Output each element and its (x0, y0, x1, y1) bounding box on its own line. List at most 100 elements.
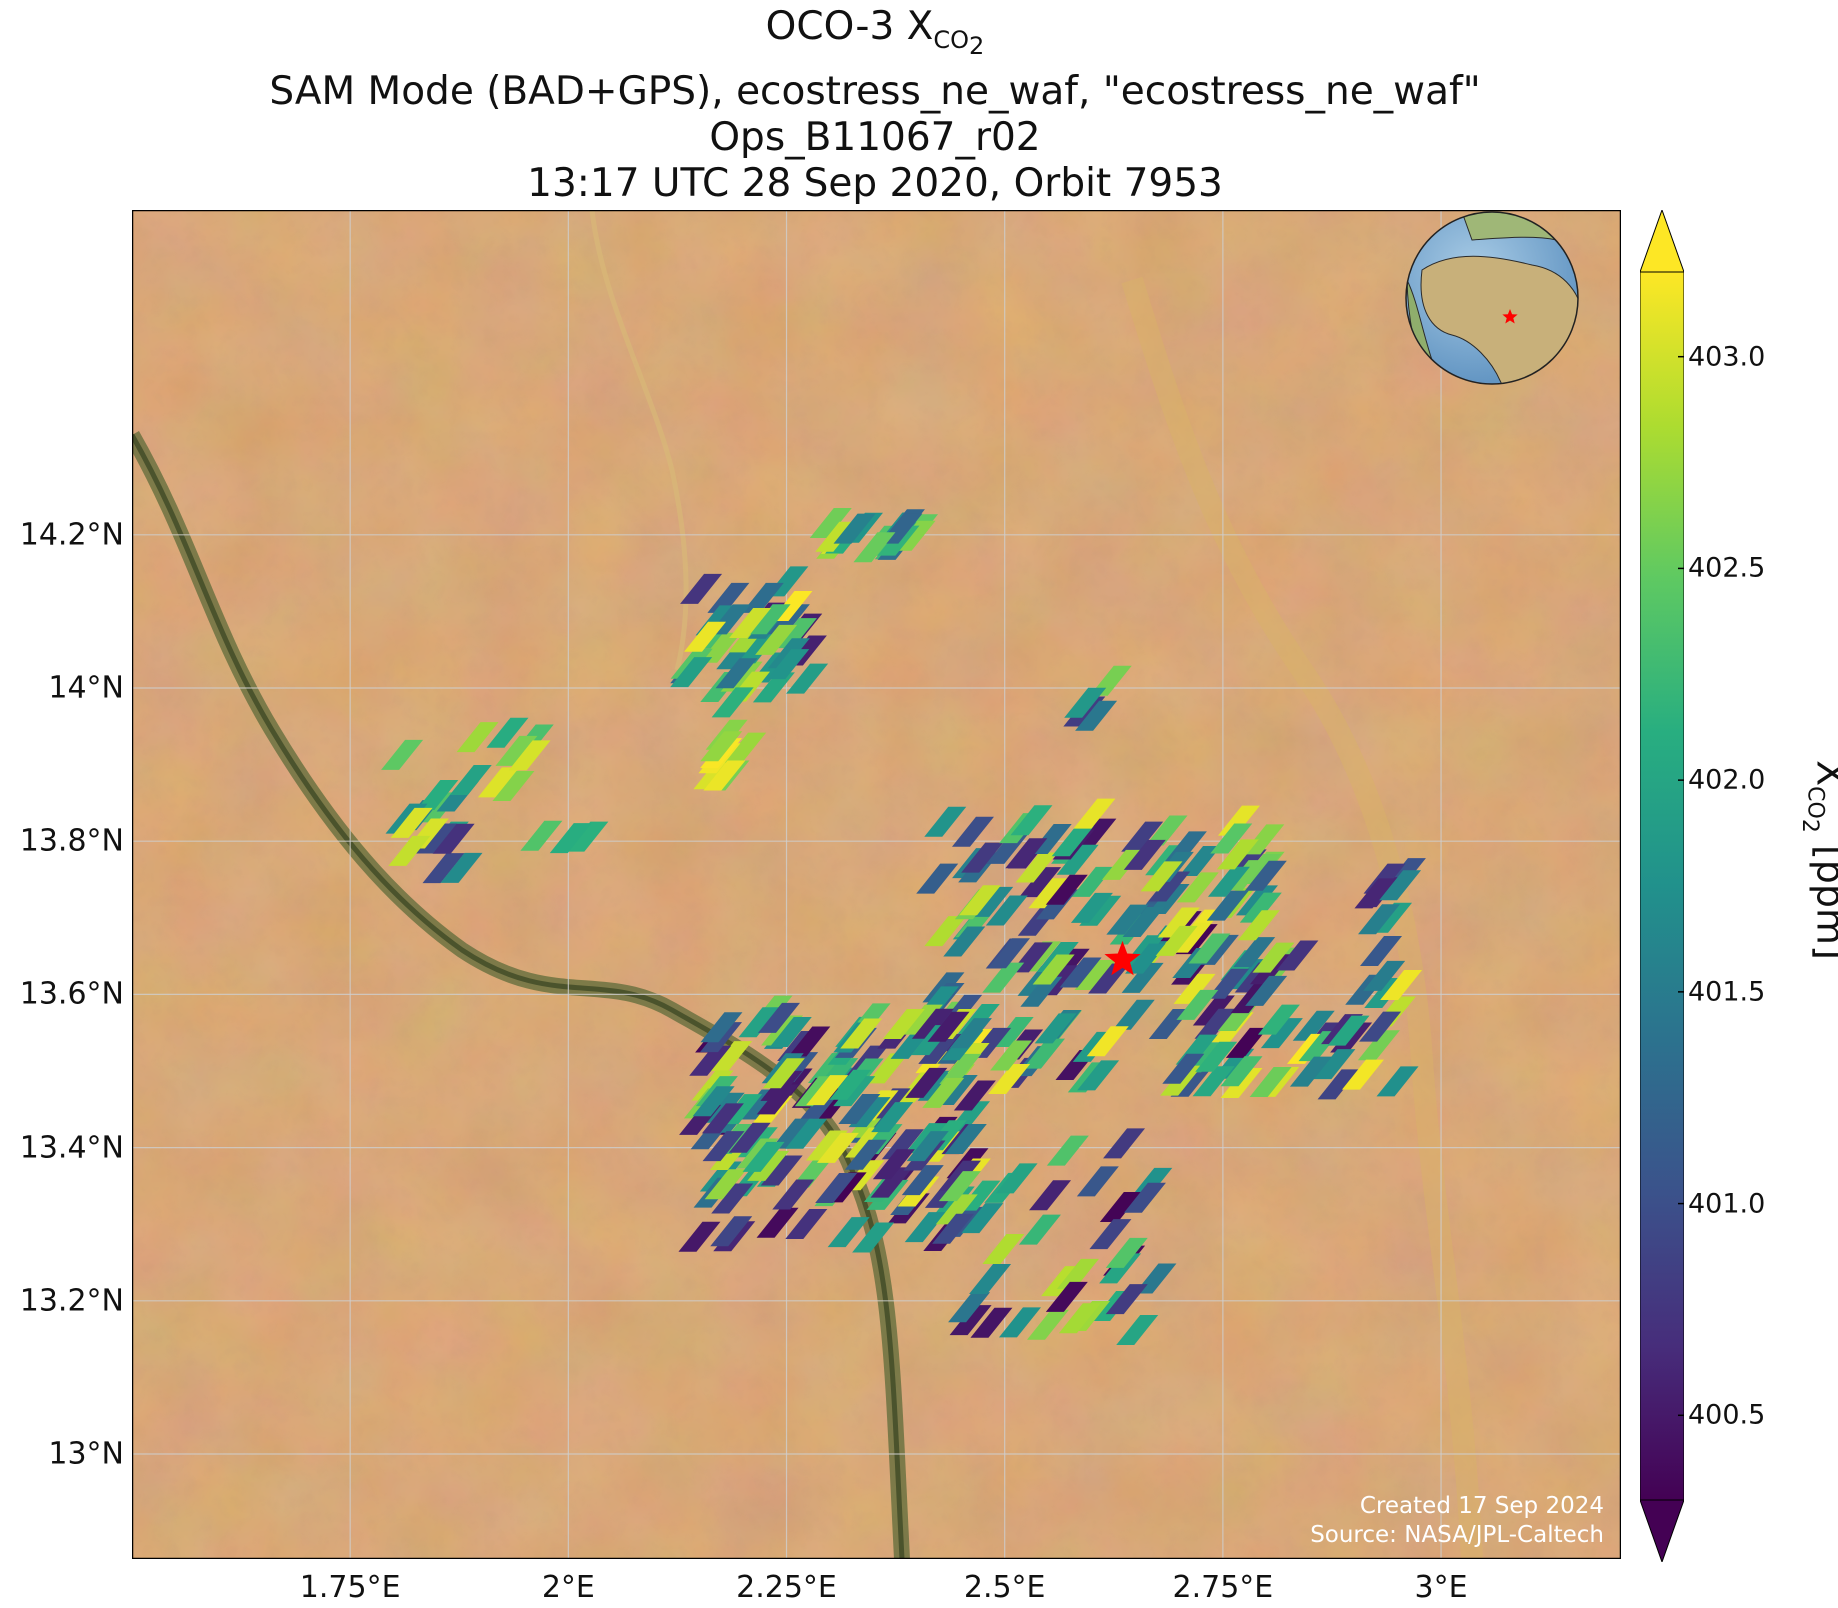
target-star-icon[interactable] (1104, 940, 1141, 976)
sounding-footprint (906, 1131, 949, 1162)
sounding-footprint (871, 1102, 914, 1133)
lon-tick-label: 1.75°E (299, 1570, 401, 1605)
sounding-footprint (477, 767, 520, 798)
sounding-footprint (1176, 872, 1219, 903)
sounding-footprint (388, 835, 431, 866)
sounding-footprint (1028, 878, 1071, 909)
sounding-footprint (1076, 1166, 1119, 1197)
sounding-footprint (938, 1171, 981, 1202)
sounding-footprint (1121, 821, 1164, 852)
sounding-footprint (838, 1093, 881, 1124)
sounding-footprint (852, 1222, 895, 1253)
sounding-footprint (1376, 1066, 1419, 1097)
sounding-footprint (1022, 1038, 1065, 1069)
sounding-footprint (995, 1163, 1038, 1194)
inset-globe (1405, 211, 1579, 385)
sounding-footprint (1148, 871, 1191, 902)
sounding-footprint (715, 658, 758, 689)
sounding-footprint (815, 1173, 858, 1204)
sounding-footprint (866, 1053, 909, 1084)
sounding-footprint (1147, 884, 1190, 915)
sounding-footprint (985, 895, 1028, 926)
sounding-footprint (853, 532, 896, 563)
colorbar-tick-label: 402.5 (1688, 552, 1766, 584)
sounding-footprint (1101, 849, 1144, 880)
sounding-footprint (1225, 1027, 1268, 1058)
sounding-footprint (785, 1118, 828, 1149)
sounding-footprint (1188, 933, 1231, 964)
sounding-footprint (1363, 960, 1406, 991)
sounding-footprint (772, 1179, 815, 1210)
sounding-footprint (1032, 954, 1075, 985)
sounding-footprint (699, 632, 742, 663)
sounding-footprint (1206, 890, 1249, 921)
sounding-footprint (806, 1075, 849, 1106)
title-line-2: SAM Mode (BAD+GPS), ecostress_ne_waf, "e… (269, 68, 1481, 114)
colorbar-tick-label: 401.5 (1688, 976, 1766, 1008)
sounding-footprint (1260, 1018, 1303, 1049)
sounding-footprint (1059, 957, 1102, 988)
title-line-4: 13:17 UTC 28 Sep 2020, Orbit 7953 (527, 160, 1223, 206)
sounding-footprint (449, 765, 492, 796)
sounding-footprint (1125, 943, 1168, 974)
sounding-footprint (916, 863, 959, 894)
sounding-footprint (1313, 1049, 1356, 1080)
colorbar-tick-label: 402.0 (1688, 764, 1766, 796)
sounding-footprint (944, 1124, 987, 1155)
sounding-footprint (1045, 874, 1088, 905)
lon-tick-label: 2.5°E (963, 1570, 1046, 1605)
sounding-footprint (1220, 1068, 1263, 1099)
sounding-footprint (689, 1045, 732, 1076)
sounding-footprint (1075, 700, 1118, 731)
sounding-footprint (678, 1221, 721, 1252)
sounding-footprint (767, 649, 810, 680)
map-border (132, 210, 1621, 1559)
wadi-north (589, 210, 689, 671)
sounding-footprint (422, 853, 465, 884)
sounding-footprint (1077, 1060, 1120, 1091)
sounding-footprint (961, 1203, 1004, 1234)
sounding-footprint (702, 1131, 745, 1162)
sounding-footprint (1046, 1135, 1089, 1166)
sounding-footprint (1105, 1237, 1148, 1268)
sounding-footprint (971, 886, 1014, 917)
sounding-footprint (456, 722, 499, 753)
sounding-footprint (988, 938, 1031, 969)
sounding-footprint (1192, 995, 1235, 1026)
sounding-footprint (756, 1207, 799, 1238)
sounding-footprint (440, 852, 483, 883)
sounding-footprint (1121, 962, 1164, 993)
sounding-footprint (970, 1307, 1013, 1338)
sounding-footprint (680, 573, 723, 604)
sounding-footprint (1073, 798, 1116, 829)
sounding-footprint (699, 1161, 742, 1192)
sounding-footprint (711, 687, 754, 718)
sounding-footprint (949, 1305, 992, 1336)
sounding-footprint (1089, 1219, 1132, 1250)
sounding-footprint (549, 823, 592, 854)
sounding-footprint (1252, 942, 1295, 973)
sounding-footprint (1088, 963, 1131, 994)
map-canvas[interactable] (132, 210, 1621, 1559)
sounding-footprint (508, 740, 551, 771)
sounding-footprint (901, 1165, 944, 1196)
sounding-footprint (939, 1053, 982, 1084)
sounding-footprint (1195, 1041, 1238, 1072)
sounding-footprint (943, 926, 986, 957)
sounding-footprint (1010, 805, 1053, 836)
sounding-footprint (788, 1026, 831, 1057)
sounding-footprint (935, 1194, 978, 1225)
sounding-footprint (755, 624, 798, 655)
sounding-footprint (492, 771, 535, 802)
sounding-footprint (711, 1183, 754, 1214)
map-panel[interactable] (132, 210, 1621, 1559)
sounding-footprint (692, 1086, 735, 1117)
xco2-soundings (381, 508, 1426, 1345)
sounding-footprint (872, 1149, 915, 1180)
sounding-footprint (1176, 989, 1219, 1020)
sounding-footprint (566, 821, 609, 852)
sounding-footprint (1173, 973, 1216, 1004)
sounding-footprint (1074, 960, 1117, 991)
sounding-footprint (1379, 870, 1422, 901)
sounding-footprint (881, 1129, 924, 1160)
